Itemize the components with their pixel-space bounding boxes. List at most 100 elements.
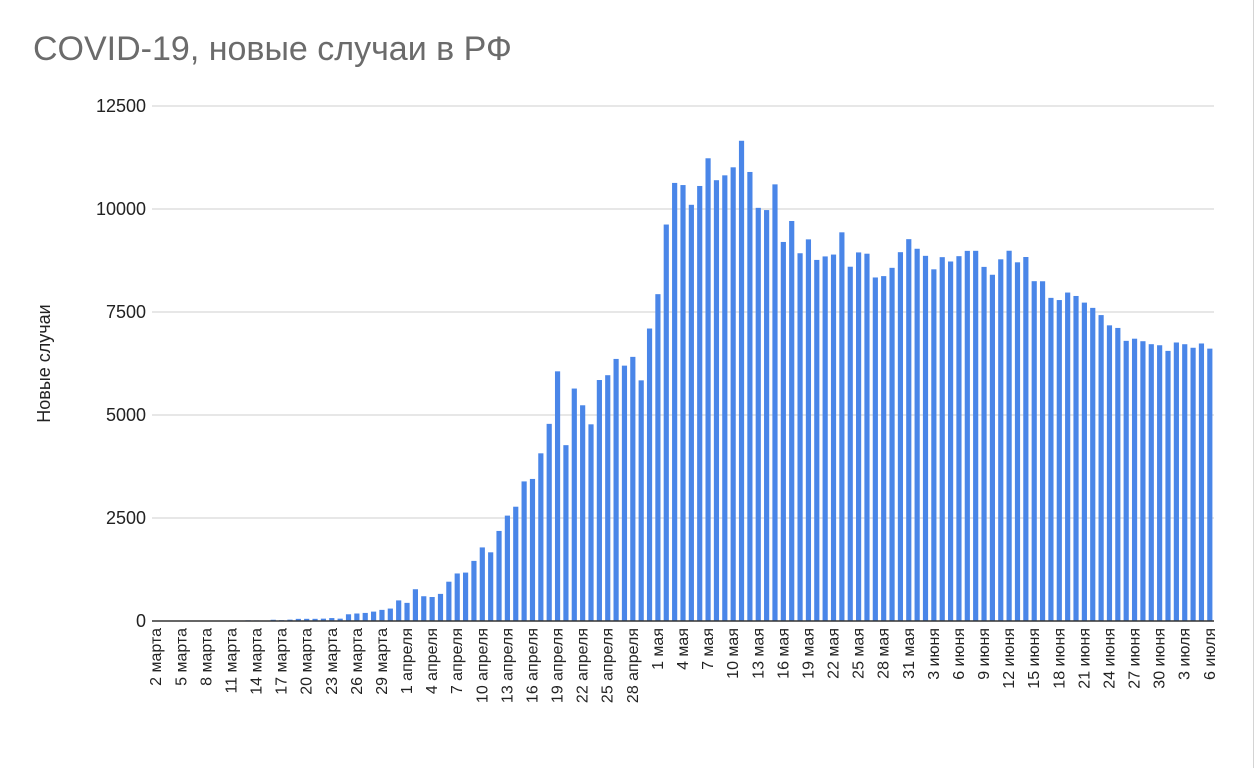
bar [362, 612, 368, 621]
bar [596, 380, 602, 621]
x-tick-label: 1 мая [650, 628, 667, 670]
bar [981, 266, 987, 621]
x-tick-label: 3 июня [926, 628, 943, 680]
bar [1165, 350, 1171, 621]
bar [747, 171, 753, 621]
bar [412, 589, 418, 621]
bar [354, 613, 360, 621]
bar [830, 254, 837, 621]
bar [864, 253, 870, 621]
bar [1065, 292, 1071, 621]
x-tick-label: 20 марта [299, 628, 316, 695]
x-tick-label: 16 апреля [524, 628, 541, 703]
bar [1131, 338, 1138, 621]
bar [805, 239, 812, 622]
bar [1006, 250, 1012, 622]
bar [1173, 342, 1179, 621]
bar [446, 581, 452, 621]
x-tick-label: 18 июня [1051, 628, 1068, 689]
bar [680, 185, 686, 621]
bar [1098, 315, 1104, 621]
bar [797, 253, 803, 621]
x-tick-label: 14 марта [249, 628, 266, 695]
bar [922, 255, 929, 621]
bar [429, 597, 435, 621]
bar [1039, 281, 1046, 621]
bar [1081, 302, 1087, 621]
bar [1207, 348, 1213, 621]
bar [989, 274, 995, 621]
bar [304, 618, 310, 621]
bar [1073, 295, 1079, 621]
bar [320, 618, 327, 621]
x-tick-label: 10 апреля [474, 628, 491, 703]
y-axis-ticks: 0 2500 5000 7500 10000 12500 [96, 96, 146, 631]
x-tick-label: 6 июня [951, 628, 968, 680]
bar [1056, 300, 1062, 621]
bar [588, 424, 594, 621]
bar [822, 256, 828, 621]
bar [663, 224, 669, 621]
x-tick-label: 25 мая [851, 628, 868, 679]
bar [889, 267, 895, 621]
bar [605, 375, 611, 621]
bar [554, 371, 561, 621]
bar [571, 388, 577, 621]
x-tick-label: 30 июня [1152, 628, 1169, 689]
x-tick-label: 28 мая [876, 628, 893, 679]
x-tick-label: 17 марта [274, 628, 291, 695]
x-tick-label: 3 июля [1177, 628, 1194, 680]
bar [295, 618, 301, 621]
bar [1123, 340, 1129, 621]
x-tick-label: 7 апреля [449, 628, 466, 694]
x-tick-label: 19 апреля [550, 628, 567, 703]
bar [939, 257, 945, 621]
bar [496, 530, 502, 621]
bar [471, 560, 477, 621]
bar [337, 618, 343, 621]
bar [437, 593, 444, 621]
bar [814, 259, 820, 621]
bar [722, 175, 728, 621]
y-tick-label: 5000 [106, 405, 146, 425]
bar [1031, 281, 1037, 621]
x-tick-label: 15 июня [1026, 628, 1043, 689]
x-tick-label: 12 июня [1001, 628, 1018, 689]
bar [1115, 327, 1121, 621]
bar [872, 277, 878, 621]
bar [964, 250, 970, 622]
bar [421, 596, 427, 621]
x-tick-label: 24 июня [1101, 628, 1118, 689]
bar [1014, 262, 1021, 621]
bar [1106, 325, 1113, 621]
x-tick-label: 2 марта [148, 628, 165, 686]
x-tick-label: 22 апреля [575, 628, 592, 703]
bar [764, 210, 770, 621]
x-axis-ticks: 2 марта 5 марта 8 марта 11 марта 14 марта 17 … [148, 628, 1219, 703]
x-tick-label: 29 марта [374, 628, 391, 695]
bar [638, 380, 644, 621]
x-tick-label: 25 апреля [600, 628, 617, 703]
bars [153, 140, 1213, 622]
bar [697, 185, 703, 621]
x-tick-label: 19 мая [800, 628, 817, 679]
y-tick-label: 10000 [96, 199, 146, 219]
bar [563, 445, 569, 621]
y-tick-label: 0 [136, 611, 146, 631]
x-tick-label: 7 мая [700, 628, 717, 670]
bar [948, 261, 954, 621]
x-tick-label: 10 мая [725, 628, 742, 679]
x-tick-label: 11 марта [223, 628, 240, 694]
bar [755, 207, 761, 621]
bar [998, 259, 1004, 621]
x-tick-label: 16 мая [775, 628, 792, 679]
bar [1148, 344, 1154, 621]
x-tick-label: 5 марта [173, 628, 190, 686]
bar [513, 506, 519, 621]
bar [387, 608, 393, 621]
bar [688, 204, 694, 622]
bar [730, 167, 736, 621]
bar [379, 609, 385, 621]
